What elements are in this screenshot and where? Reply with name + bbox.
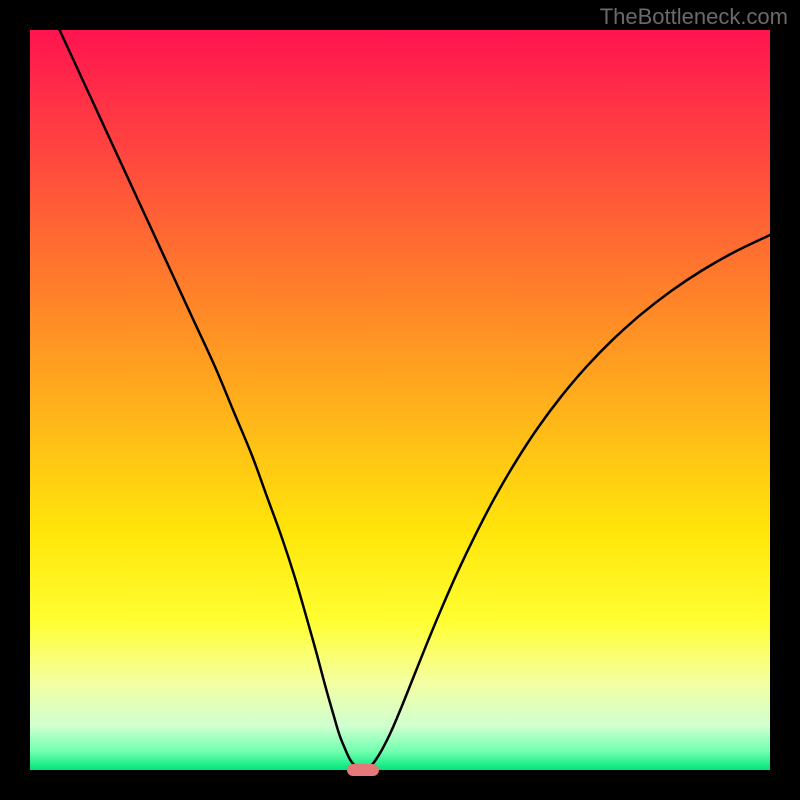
gradient-background (30, 30, 770, 770)
plot-area (30, 30, 770, 770)
chart-frame: TheBottleneck.com (0, 0, 800, 800)
watermark-text: TheBottleneck.com (600, 4, 788, 30)
bottleneck-marker (347, 764, 378, 775)
plot-svg (30, 30, 770, 770)
